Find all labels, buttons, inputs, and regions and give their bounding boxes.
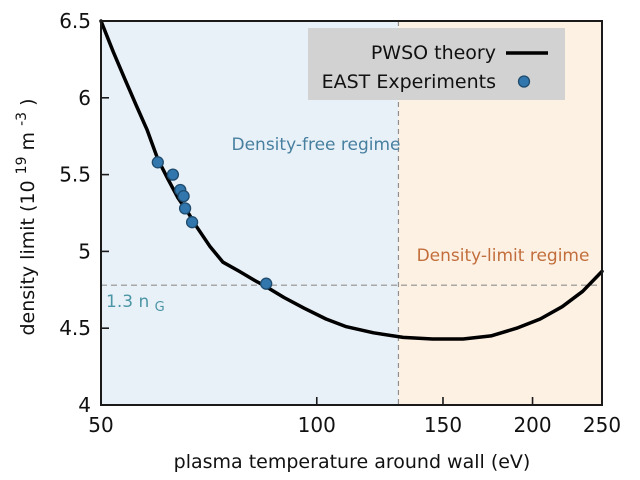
legend-label-east-experiments: EAST Experiments (322, 71, 496, 93)
legend-label-pwso-theory: PWSO theory (371, 42, 496, 64)
y-tick-label: 6 (78, 86, 91, 110)
y-title-suffix: ) (17, 98, 39, 105)
east-experiment-point (177, 189, 190, 203)
density-limit-regime-label: Density-limit regime (417, 246, 590, 266)
east-experiment-point (166, 168, 180, 181)
y-tick-label: 4 (78, 393, 91, 417)
y-tick-label: 5.5 (59, 163, 91, 187)
greenwald-fraction-main: 1.3 n (106, 292, 149, 312)
axis-ticks: 50 100 150 200 250 4 4.5 5 5.5 6 6.5 (59, 9, 621, 437)
greenwald-fraction-sub: G (155, 300, 165, 315)
y-title-prefix: density limit (10 (17, 180, 39, 335)
east-experiment-point (185, 216, 199, 229)
legend: PWSO theory EAST Experiments (308, 28, 565, 100)
legend-dot-sample (517, 75, 531, 88)
x-axis-title: plasma temperature around wall (eV) (174, 451, 531, 473)
plot-frame (100, 20, 603, 406)
x-tick-label: 200 (513, 413, 551, 437)
greenwald-fraction-label: 1.3 n G (106, 292, 165, 315)
x-tick-label: 250 (583, 413, 621, 437)
y-axis-title: density limit (10 19 m -3 ) (9, 98, 39, 335)
legend-box (308, 28, 565, 100)
y-title-superscript-minus3: -3 (14, 112, 30, 126)
y-title-unit: m (17, 132, 39, 151)
x-tick-label: 150 (424, 413, 462, 437)
x-tick-label: 50 (88, 413, 113, 437)
y-tick-label: 6.5 (59, 9, 91, 33)
x-tick-label: 100 (298, 413, 336, 437)
density-free-regime-label: Density-free regime (232, 135, 401, 155)
east-experiment-point (178, 202, 192, 215)
east-experiment-point (151, 156, 164, 169)
experiment-points (151, 156, 273, 290)
y-title-superscript-19: 19 (14, 157, 30, 175)
y-tick-label: 5 (78, 239, 91, 263)
east-experiment-point (260, 277, 273, 290)
y-tick-label: 4.5 (59, 316, 91, 340)
